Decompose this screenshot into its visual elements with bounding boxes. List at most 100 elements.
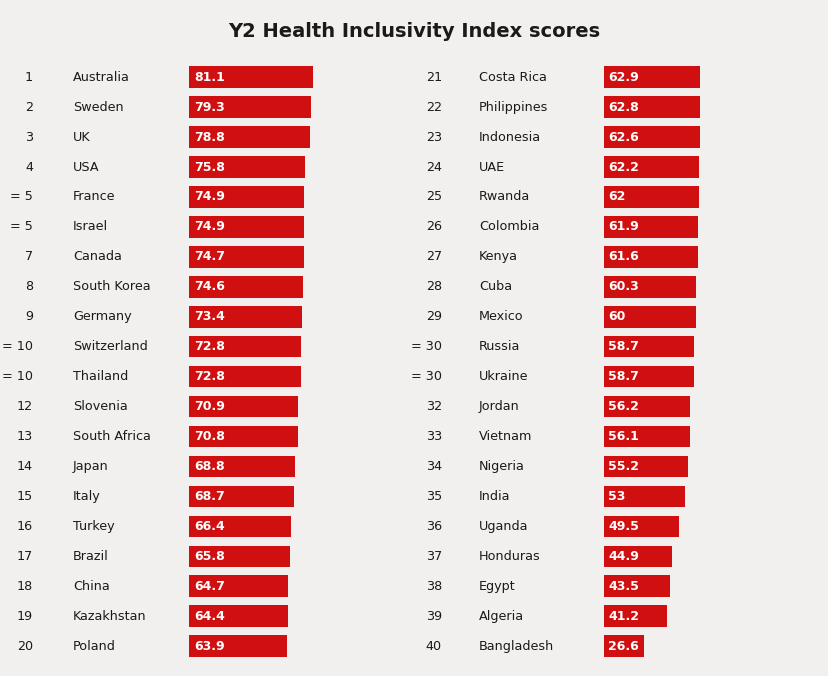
Text: India: India: [479, 490, 510, 503]
FancyBboxPatch shape: [603, 366, 693, 387]
FancyBboxPatch shape: [189, 336, 301, 358]
FancyBboxPatch shape: [603, 97, 699, 118]
Text: 74.6: 74.6: [194, 281, 224, 293]
Text: Japan: Japan: [73, 460, 108, 473]
Text: Kenya: Kenya: [479, 250, 518, 264]
FancyBboxPatch shape: [603, 276, 696, 297]
Text: 62.6: 62.6: [608, 130, 638, 143]
Text: 25: 25: [426, 191, 441, 203]
Text: UAE: UAE: [479, 160, 505, 174]
Text: 24: 24: [426, 160, 441, 174]
FancyBboxPatch shape: [189, 97, 310, 118]
Text: = 30: = 30: [411, 370, 441, 383]
Text: 37: 37: [425, 550, 441, 563]
Text: 81.1: 81.1: [194, 71, 224, 84]
Text: 26: 26: [426, 220, 441, 233]
Text: Nigeria: Nigeria: [479, 460, 524, 473]
FancyBboxPatch shape: [189, 126, 310, 148]
FancyBboxPatch shape: [189, 516, 291, 537]
FancyBboxPatch shape: [603, 635, 643, 657]
Text: = 10: = 10: [2, 340, 33, 353]
FancyBboxPatch shape: [603, 66, 699, 88]
Text: China: China: [73, 580, 109, 593]
Text: Italy: Italy: [73, 490, 100, 503]
Text: 18: 18: [17, 580, 33, 593]
Text: Rwanda: Rwanda: [479, 191, 530, 203]
FancyBboxPatch shape: [603, 186, 698, 208]
FancyBboxPatch shape: [189, 366, 301, 387]
Text: Ukraine: Ukraine: [479, 370, 528, 383]
Text: 14: 14: [17, 460, 33, 473]
Text: 68.8: 68.8: [194, 460, 224, 473]
Text: France: France: [73, 191, 115, 203]
Text: South Africa: South Africa: [73, 430, 151, 443]
Text: Bangladesh: Bangladesh: [479, 639, 554, 652]
Text: 74.9: 74.9: [194, 220, 224, 233]
Text: Canada: Canada: [73, 250, 122, 264]
Text: 35: 35: [425, 490, 441, 503]
Text: 70.8: 70.8: [194, 430, 224, 443]
Text: Israel: Israel: [73, 220, 108, 233]
Text: 68.7: 68.7: [194, 490, 224, 503]
FancyBboxPatch shape: [189, 546, 290, 567]
Text: Honduras: Honduras: [479, 550, 540, 563]
Text: 19: 19: [17, 610, 33, 623]
Text: 12: 12: [17, 400, 33, 413]
Text: Cuba: Cuba: [479, 281, 512, 293]
FancyBboxPatch shape: [603, 126, 699, 148]
Text: 62.8: 62.8: [608, 101, 638, 114]
Text: 64.7: 64.7: [194, 580, 224, 593]
FancyBboxPatch shape: [189, 306, 301, 327]
FancyBboxPatch shape: [603, 426, 689, 448]
Text: 73.4: 73.4: [194, 310, 224, 323]
Text: Germany: Germany: [73, 310, 132, 323]
FancyBboxPatch shape: [189, 246, 303, 268]
Text: 15: 15: [17, 490, 33, 503]
Text: Kazakhstan: Kazakhstan: [73, 610, 147, 623]
FancyBboxPatch shape: [603, 606, 666, 627]
Text: 44.9: 44.9: [608, 550, 638, 563]
Text: 9: 9: [25, 310, 33, 323]
Text: Mexico: Mexico: [479, 310, 523, 323]
Text: Costa Rica: Costa Rica: [479, 71, 546, 84]
Text: = 5: = 5: [10, 191, 33, 203]
Text: 17: 17: [17, 550, 33, 563]
Text: South Korea: South Korea: [73, 281, 151, 293]
Text: 72.8: 72.8: [194, 340, 224, 353]
Text: 65.8: 65.8: [194, 550, 224, 563]
FancyBboxPatch shape: [189, 575, 288, 597]
Text: 62.2: 62.2: [608, 160, 638, 174]
Text: Indonesia: Indonesia: [479, 130, 541, 143]
Text: 20: 20: [17, 639, 33, 652]
Text: 32: 32: [426, 400, 441, 413]
Text: 43.5: 43.5: [608, 580, 638, 593]
Text: 72.8: 72.8: [194, 370, 224, 383]
Text: 4: 4: [25, 160, 33, 174]
Text: 75.8: 75.8: [194, 160, 224, 174]
Text: 53: 53: [608, 490, 625, 503]
Text: 79.3: 79.3: [194, 101, 224, 114]
Text: 41.2: 41.2: [608, 610, 638, 623]
Text: 62: 62: [608, 191, 625, 203]
Text: 60.3: 60.3: [608, 281, 638, 293]
Text: 39: 39: [426, 610, 441, 623]
Text: 26.6: 26.6: [608, 639, 638, 652]
Text: 1: 1: [25, 71, 33, 84]
FancyBboxPatch shape: [603, 216, 698, 238]
Text: 49.5: 49.5: [608, 520, 638, 533]
Text: 61.6: 61.6: [608, 250, 638, 264]
Text: 27: 27: [426, 250, 441, 264]
Text: 58.7: 58.7: [608, 340, 638, 353]
FancyBboxPatch shape: [189, 426, 297, 448]
Text: Brazil: Brazil: [73, 550, 108, 563]
Text: 13: 13: [17, 430, 33, 443]
Text: Uganda: Uganda: [479, 520, 528, 533]
FancyBboxPatch shape: [603, 575, 669, 597]
FancyBboxPatch shape: [603, 306, 695, 327]
FancyBboxPatch shape: [603, 396, 689, 417]
Text: = 30: = 30: [411, 340, 441, 353]
Text: Algeria: Algeria: [479, 610, 523, 623]
Text: 63.9: 63.9: [194, 639, 224, 652]
Text: Jordan: Jordan: [479, 400, 519, 413]
Text: 64.4: 64.4: [194, 610, 224, 623]
